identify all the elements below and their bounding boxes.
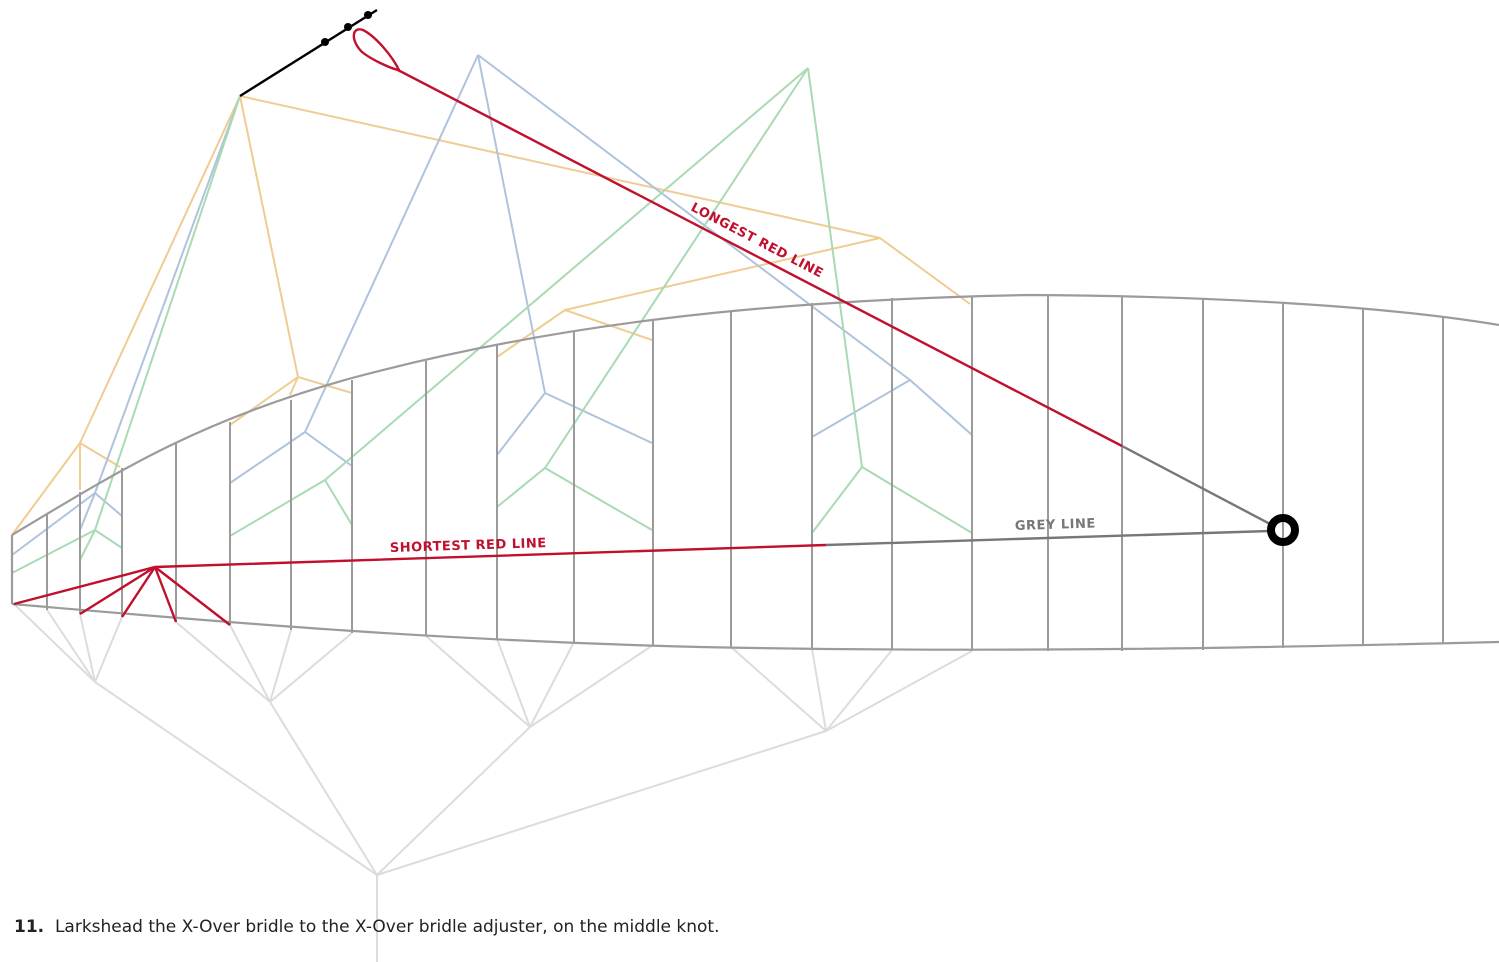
instruction-caption: 11. Larkshead the X-Over bridle to the X… bbox=[14, 917, 720, 937]
step-number: 11. bbox=[14, 917, 45, 937]
black-adjuster-line bbox=[239, 8, 378, 98]
grey-lines bbox=[825, 444, 1273, 547]
blue-bridle bbox=[11, 54, 973, 556]
kite-ribs bbox=[46, 295, 1444, 651]
knot-2-middle bbox=[344, 23, 352, 31]
green-bridle bbox=[11, 67, 973, 574]
bottom-bridle-tree bbox=[13, 603, 973, 962]
knot-1 bbox=[321, 38, 329, 46]
longest-red-line-label: LONGEST RED LINE bbox=[688, 200, 825, 281]
red-lines bbox=[13, 28, 1123, 626]
longest-red-line bbox=[352, 28, 1123, 448]
kite-outline bbox=[10, 293, 1499, 651]
orange-bridle bbox=[11, 95, 971, 536]
grey-line-label: GREY LINE bbox=[1015, 516, 1096, 534]
grey-line bbox=[825, 529, 1271, 547]
ring-icon bbox=[1267, 514, 1299, 546]
step-text: Larkshead the X-Over bridle to the X-Ove… bbox=[54, 917, 720, 937]
knot-3 bbox=[364, 11, 372, 19]
shortest-red-line-label: SHORTEST RED LINE bbox=[390, 536, 547, 556]
